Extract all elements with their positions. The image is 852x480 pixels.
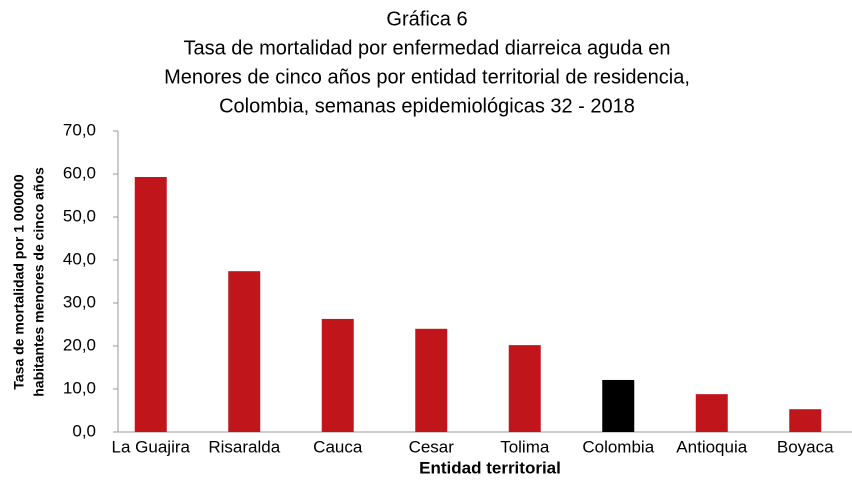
bar bbox=[134, 177, 167, 432]
y-axis-title: habitantes menores de cinco años bbox=[31, 167, 47, 397]
bar bbox=[228, 271, 261, 432]
x-tick-label: Colombia bbox=[582, 437, 654, 456]
bar bbox=[695, 394, 728, 432]
x-tick-label: La Guajira bbox=[112, 437, 191, 456]
chart-title: Tasa de mortalidad por enfermedad diarre… bbox=[184, 37, 671, 59]
y-tick-label: 60,0 bbox=[63, 163, 96, 182]
chart-title: Colombia, semanas epidemiológicas 32 - 2… bbox=[219, 95, 635, 117]
bar bbox=[602, 379, 635, 432]
x-tick-label: Risaralda bbox=[208, 437, 280, 456]
y-tick-label: 0,0 bbox=[72, 421, 96, 440]
x-tick-label: Tolima bbox=[500, 437, 550, 456]
bar bbox=[789, 409, 822, 432]
bar bbox=[321, 318, 354, 432]
y-axis-title: Tasa de mortalidad por 1 000000 bbox=[11, 174, 27, 389]
x-axis-title: Entidad territorial bbox=[419, 458, 561, 477]
y-tick-label: 70,0 bbox=[63, 120, 96, 139]
bar bbox=[415, 328, 448, 432]
x-tick-label: Boyaca bbox=[777, 437, 834, 456]
y-tick-label: 40,0 bbox=[63, 249, 96, 268]
y-tick-label: 20,0 bbox=[63, 335, 96, 354]
y-tick-label: 10,0 bbox=[63, 378, 96, 397]
y-tick-label: 30,0 bbox=[63, 292, 96, 311]
chart-title: Gráfica 6 bbox=[386, 8, 467, 30]
x-tick-label: Cauca bbox=[313, 437, 363, 456]
chart-title: Menores de cinco años por entidad territ… bbox=[164, 66, 690, 88]
bar bbox=[508, 345, 541, 432]
y-tick-label: 50,0 bbox=[63, 206, 96, 225]
x-tick-label: Cesar bbox=[409, 437, 455, 456]
x-tick-label: Antioquia bbox=[676, 437, 747, 456]
